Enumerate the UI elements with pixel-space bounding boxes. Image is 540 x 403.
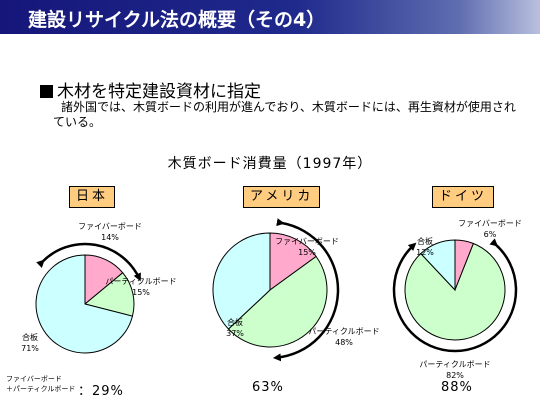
description-text: 諸外国では、木質ボードの利用が進んでおり、木質ボードには、再生資材が使用されてい…	[53, 100, 516, 129]
slide-title: 建設リサイクル法の概要（その4）	[28, 9, 326, 31]
section-heading: 木材を特定建設資材に指定	[40, 77, 261, 102]
pie-slice-germany-particleboard	[404, 242, 506, 341]
share-arrow-japan	[36, 242, 141, 282]
slice-label-japan-plywood: 合板 71%	[21, 332, 39, 353]
slice-label-japan-particleboard: パーティクルボード 15%	[105, 277, 176, 297]
square-bullet-icon	[40, 85, 53, 98]
slice-label-japan-fiberboard: ファイバーボード 14%	[78, 222, 142, 242]
slice-label-germany-particleboard: パーティクルボード 82%	[419, 360, 490, 380]
title-bar: 建設リサイクル法の概要（その4）	[0, 0, 540, 34]
slice-label-usa-particleboard: パーティクルボード 48%	[308, 327, 379, 347]
pie-slice-usa-plywood	[212, 232, 271, 330]
share-arrow-usa	[272, 218, 340, 362]
section-heading-text: 木材を特定建設資材に指定	[57, 82, 261, 102]
footer-note-line1: ファイバーボード	[6, 375, 62, 383]
country-label-japan: 日本	[69, 186, 116, 208]
country-label-usa: アメリカ	[243, 186, 321, 208]
footer-legend-note: ファイバーボード ＋パーティクルボード	[6, 374, 75, 394]
chart-title: 木質ボード消費量（1997年）	[167, 156, 373, 172]
footer-pct-japan: ：29%	[78, 384, 124, 399]
slice-label-usa-fiberboard: ファイバーボード 15%	[275, 237, 339, 257]
slice-label-germany-fiberboard: ファイバーボード 6%	[458, 219, 522, 239]
footer-pct-usa: 63%	[252, 380, 284, 395]
share-arrow-germany	[392, 238, 518, 353]
footer-note-line2: ＋パーティクルボード	[6, 385, 76, 393]
slice-label-usa-plywood: 合板 37%	[226, 317, 244, 338]
country-label-germany: ドイツ	[432, 186, 495, 208]
footer-pct-germany: 88%	[441, 380, 473, 395]
